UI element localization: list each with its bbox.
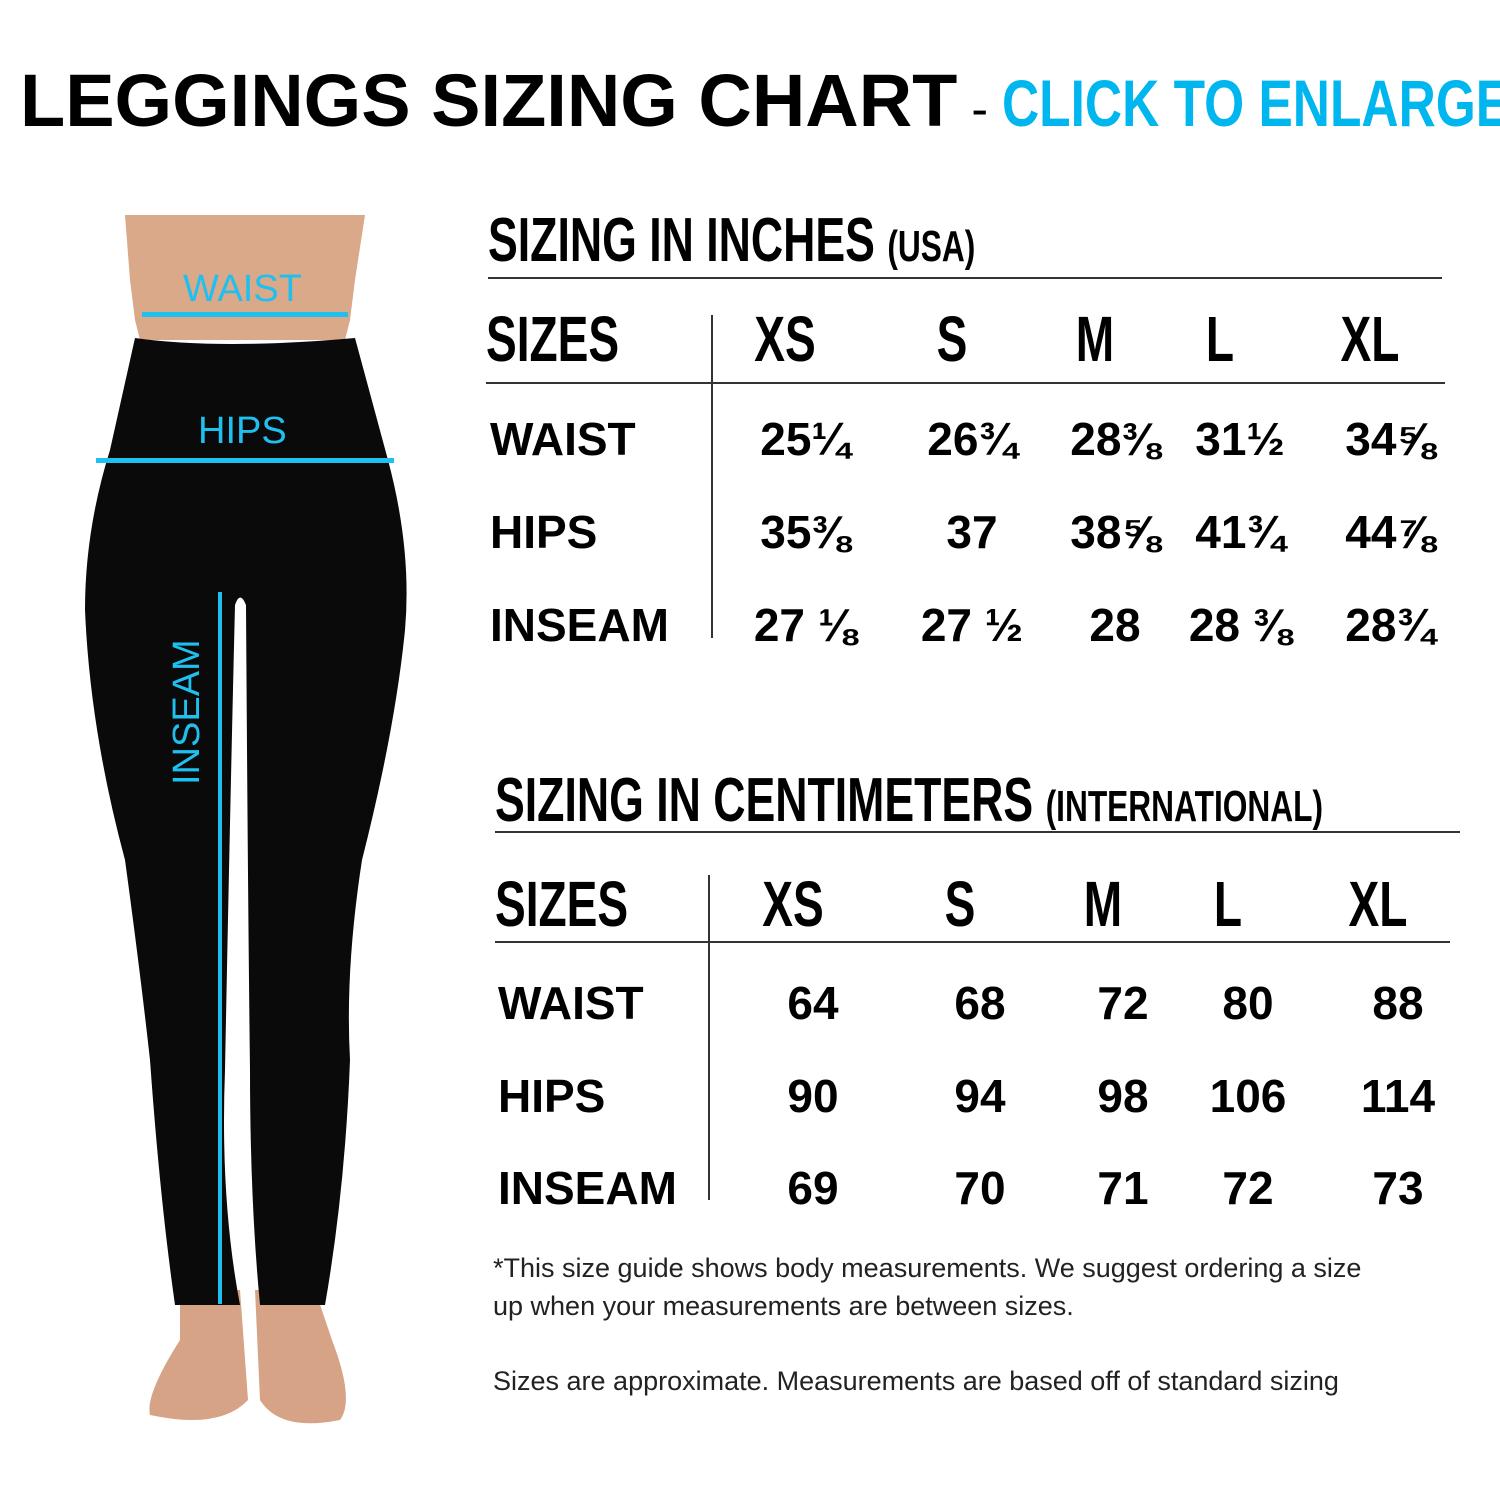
divider — [711, 315, 713, 638]
inches-heading: SIZING IN INCHES (USA) — [488, 206, 976, 275]
cm-size-1: S — [944, 868, 976, 940]
cm-cell: 80 — [1222, 977, 1274, 1029]
inches-cell: 41¾ — [1195, 506, 1285, 558]
inches-cell: 28¾ — [1345, 599, 1435, 651]
cm-cell: 106 — [1209, 1070, 1287, 1122]
inches-size-1: S — [936, 303, 968, 375]
inches-sizes-header: SIZES — [486, 303, 620, 375]
inches-cell: 28 — [1089, 599, 1141, 651]
left-foot — [149, 1290, 248, 1420]
leggings-figure — [85, 215, 407, 1424]
cm-cell: 69 — [787, 1162, 839, 1214]
torso — [125, 215, 365, 340]
inches-cell: 25¼ — [760, 413, 850, 465]
inches-cell: 27 ⅛ — [753, 599, 857, 651]
note-line-3: Sizes are approximate. Measurements are … — [493, 1366, 1339, 1396]
hips-label: HIPS — [198, 410, 287, 452]
cm-cell: 72 — [1222, 1162, 1274, 1214]
title-main: LEGGINGS SIZING CHART — [20, 59, 958, 142]
cm-cell: 90 — [787, 1070, 839, 1122]
inches-row-label: HIPS — [490, 506, 598, 558]
cm-cell: 64 — [787, 977, 839, 1029]
cm-size-3: L — [1213, 868, 1243, 940]
inches-size-3: L — [1205, 303, 1235, 375]
inches-cell: 38⅝ — [1070, 506, 1160, 558]
note-line-2: up when your measurements are between si… — [493, 1291, 1074, 1321]
cm-row-label: WAIST — [498, 977, 644, 1029]
cm-cell: 98 — [1097, 1070, 1149, 1122]
divider — [495, 831, 1460, 833]
inches-size-0: XS — [754, 303, 816, 375]
cm-size-2: M — [1083, 868, 1123, 940]
cm-cell: 70 — [954, 1162, 1006, 1214]
inches-row-label: INSEAM — [490, 599, 669, 651]
click-to-enlarge-link[interactable]: CLICK TO ENLARGE — [1002, 66, 1500, 140]
inches-cell: 28 ⅜ — [1188, 599, 1292, 651]
inches-cell: 44⅞ — [1345, 506, 1435, 558]
cm-row-label: HIPS — [498, 1070, 606, 1122]
note-line-1: *This size guide shows body measurements… — [493, 1253, 1362, 1283]
cm-size-0: XS — [762, 868, 824, 940]
cm-cell: 94 — [954, 1070, 1006, 1122]
cm-row-label: INSEAM — [498, 1162, 677, 1214]
page-title[interactable]: LEGGINGS SIZING CHART - CLICK TO ENLARGE — [20, 58, 1500, 143]
inseam-label: INSEAM — [166, 639, 208, 785]
cm-cell: 72 — [1097, 977, 1149, 1029]
inches-cell: 26¾ — [927, 413, 1017, 465]
waist-label: WAIST — [183, 268, 302, 310]
cm-cell: 114 — [1360, 1070, 1436, 1122]
cm-cell: 73 — [1372, 1162, 1424, 1214]
cm-sizes-header: SIZES — [495, 868, 629, 940]
inches-cell: 28⅜ — [1070, 413, 1160, 465]
inches-cell: 37 — [946, 506, 998, 558]
cm-size-4: XL — [1348, 868, 1408, 940]
right-foot — [255, 1290, 346, 1424]
cm-heading: SIZING IN CENTIMETERS (INTERNATIONAL) — [495, 766, 1324, 835]
cm-cell: 68 — [954, 977, 1006, 1029]
title-separator: - — [971, 81, 989, 137]
inches-cell: 27 ½ — [920, 599, 1024, 651]
inches-size-4: XL — [1340, 303, 1400, 375]
divider — [495, 941, 1450, 943]
divider — [488, 277, 1442, 279]
cm-cell: 71 — [1097, 1162, 1149, 1214]
divider — [486, 382, 1445, 384]
inches-cell: 34⅝ — [1345, 413, 1435, 465]
inches-cell: 31½ — [1195, 413, 1285, 465]
inches-row-label: WAIST — [490, 413, 636, 465]
divider — [708, 875, 710, 1200]
cm-cell: 88 — [1372, 977, 1424, 1029]
inches-cell: 35⅜ — [760, 506, 850, 558]
inches-size-2: M — [1075, 303, 1115, 375]
leggings — [85, 338, 407, 1305]
